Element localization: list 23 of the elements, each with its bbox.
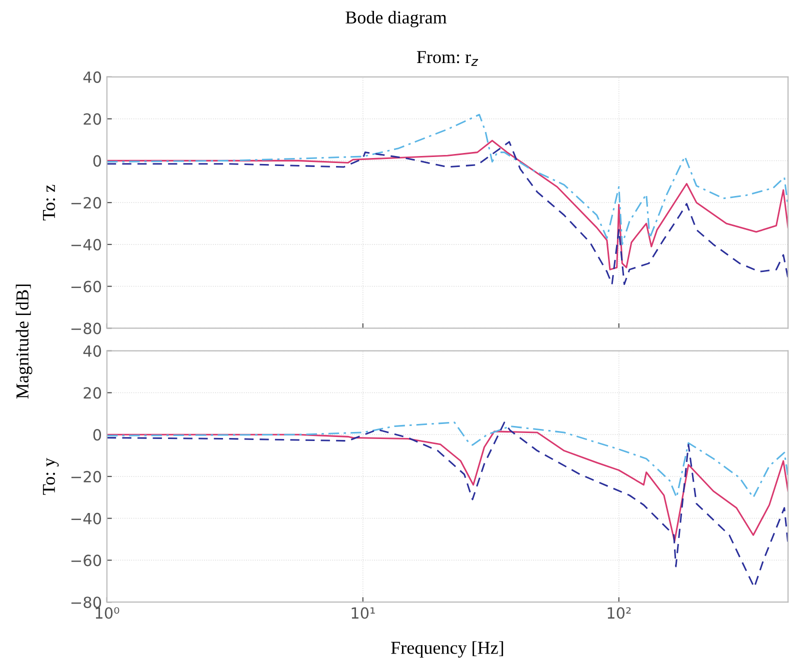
x-tick-label: 10² — [608, 607, 631, 619]
chart-subtitle: From: r$_{z}$ — [416, 51, 478, 66]
y-tick-label: 0 — [93, 429, 102, 441]
y-tick-label: 20 — [84, 113, 102, 125]
y-axis-title: To: z — [43, 184, 56, 220]
y-tick-label: 20 — [84, 387, 102, 399]
chart-title: Bode diagram — [346, 10, 447, 28]
y-tick-label: −40 — [71, 238, 102, 250]
x-tick-label: 10¹ — [352, 607, 375, 619]
text: Magnitude [dB] — [16, 284, 32, 399]
y-tick-label: −60 — [71, 554, 102, 566]
y-tick-label: −20 — [71, 470, 102, 482]
y-tick-label: −20 — [71, 197, 102, 209]
y-tick-label: 0 — [93, 155, 102, 167]
y-tick-label: −80 — [71, 596, 102, 608]
y-axis-title: To: y — [42, 458, 59, 495]
y-tick-label: 40 — [83, 345, 102, 357]
y-tick-label: 40 — [83, 71, 102, 83]
x-axis-title: Frequency [Hz] — [391, 641, 504, 658]
y-tick-label: −60 — [71, 280, 102, 292]
y-tick-label: −40 — [71, 512, 102, 524]
y-tick-label: −80 — [71, 322, 102, 334]
x-tick-label: 10⁰ — [96, 607, 120, 619]
